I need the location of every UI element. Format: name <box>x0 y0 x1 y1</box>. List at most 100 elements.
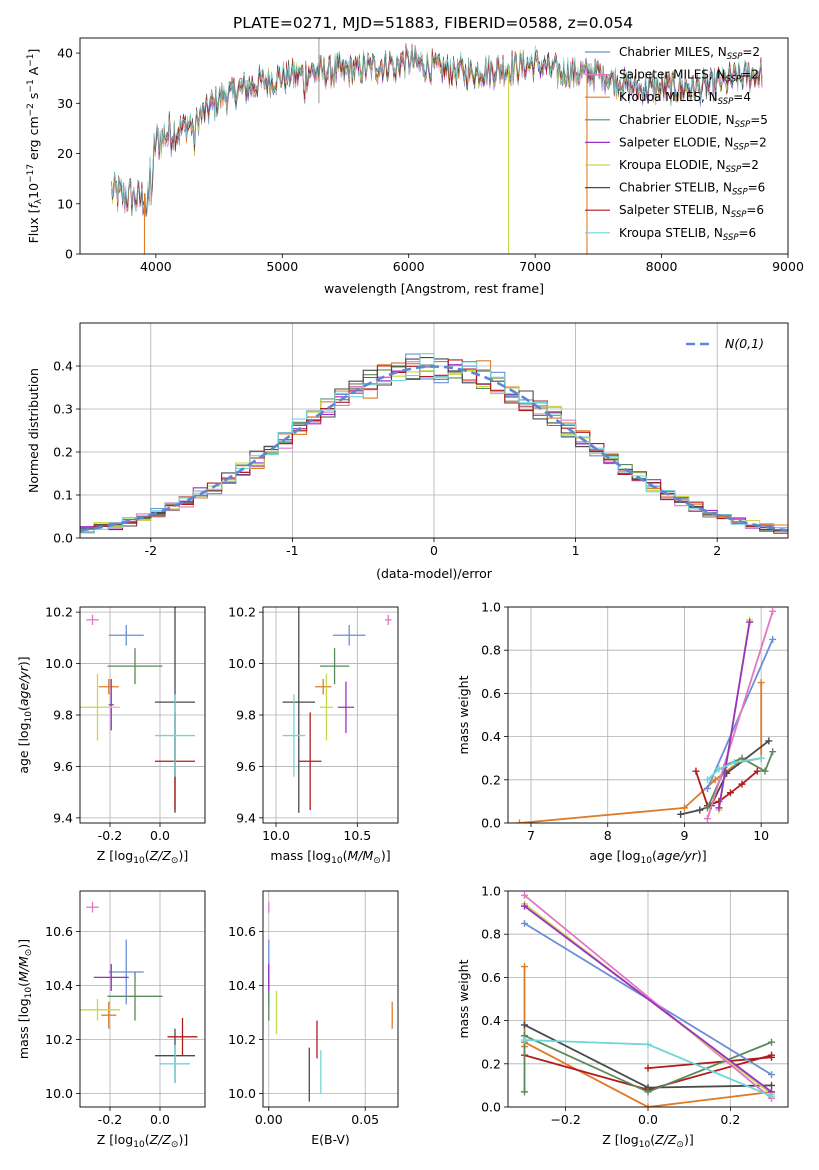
weight-point-marker <box>769 635 777 643</box>
x-tick-label: 8000 <box>646 259 678 274</box>
weight-point-marker <box>520 1021 528 1029</box>
errorbars <box>80 607 195 813</box>
legend: Chabrier MILES, NSSP=2 Salpeter MILES, NS… <box>585 45 768 243</box>
weight-series-line <box>519 682 763 823</box>
weight-point-marker <box>644 1103 652 1107</box>
weight-point-marker <box>768 1092 776 1100</box>
weight-point-marker <box>677 810 685 818</box>
weight-point-marker <box>692 767 700 775</box>
x-tick-label: 0 <box>430 543 438 558</box>
x-tick-label: 7 <box>527 828 535 843</box>
legend-entry: Salpeter STELIB, NSSP=6 <box>619 203 764 220</box>
weight-point-marker <box>715 804 723 812</box>
weight-point-marker <box>703 804 711 812</box>
x-tick-label: 10 <box>753 828 769 843</box>
weight-point-marker <box>769 607 777 615</box>
axes-frame <box>507 606 789 824</box>
x-axis-label: Z [log10(Z/Z⊙)] <box>602 1132 693 1150</box>
y-tick-label: 9.8 <box>53 708 73 723</box>
weight-point-marker <box>768 1081 776 1089</box>
y-tick-label: 10.2 <box>228 1032 256 1047</box>
x-tick-label: -2 <box>145 543 157 558</box>
y-tick-label: 10.0 <box>228 656 256 671</box>
x-axis-label: Z [log10(Z/Z⊙)] <box>97 848 188 866</box>
weight-point-marker <box>644 1064 652 1072</box>
y-tick-label: 10.2 <box>45 1032 73 1047</box>
y-tick-label: 40 <box>57 46 73 61</box>
y-tick-label: 0 <box>65 247 73 262</box>
weight-vs-age-panel: 7 8 9 10 0.0 0.2 0.4 0.6 0.8 1.0 mass weight age [l… <box>456 600 789 866</box>
weight-series-line <box>523 905 773 1093</box>
spectrum-panel: 4000 5000 6000 7000 8000 9000 0 10 20 30 40 wavelen… <box>26 37 804 296</box>
axes-frame <box>79 37 789 255</box>
y-tick-label: 9.4 <box>53 810 73 825</box>
y-axis-label: mass weight <box>456 675 471 754</box>
weight-point-marker <box>726 789 734 797</box>
spectrum-series-line <box>111 45 763 211</box>
spectrum-lines <box>111 38 763 254</box>
weight-series-line <box>524 1041 772 1107</box>
weight-point-marker <box>711 776 719 784</box>
errorbars <box>268 901 393 1102</box>
weight-point-marker <box>761 767 769 775</box>
weight-point-marker <box>520 891 528 899</box>
x-axis-label: age [log10(age/yr)] <box>589 848 706 866</box>
weight-vs-metallicity-panel: −0.2 0.0 0.2 0.0 0.2 0.4 0.6 0.8 1.0 mass weight Z… <box>456 884 789 1150</box>
legend-entry: Chabrier MILES, NSSP=2 <box>619 45 760 62</box>
x-tick-label: 1 <box>572 543 580 558</box>
weight-point-marker <box>703 815 711 823</box>
x-tick-label: 4000 <box>140 259 172 274</box>
y-tick-label: 10.0 <box>45 1086 73 1101</box>
y-axis-label: mass weight <box>456 959 471 1038</box>
age-vs-metallicity-panel: -0.2 0.0 9.4 9.6 9.8 10.0 10.2 Z [log10(Z/Z⊙)] a… <box>16 605 206 866</box>
y-tick-label: 10.4 <box>45 978 73 993</box>
weight-point-marker <box>738 780 746 788</box>
weight-point-marker <box>730 759 738 767</box>
x-tick-label: 0.0 <box>150 828 170 843</box>
x-axis-label: E(B-V) <box>311 1132 350 1147</box>
x-axis-label: mass [log10(M/M⊙)] <box>270 848 390 866</box>
axes-frame <box>79 606 206 824</box>
x-tick-label: 9000 <box>772 259 804 274</box>
legend-entry: N(0,1) <box>725 336 764 351</box>
weight-point-marker <box>768 1038 776 1046</box>
weight-point-marker <box>644 1088 652 1096</box>
mass-vs-metallicity-panel: -0.2 0.0 10.0 10.2 10.4 10.6 Z [log10(Z/Z⊙)] ma… <box>16 890 206 1150</box>
weight-lines <box>516 607 777 823</box>
x-tick-label: 8 <box>604 828 612 843</box>
y-tick-label: 0.4 <box>53 359 73 374</box>
x-axis-label: (data-model)/error <box>376 566 493 581</box>
weight-point-marker <box>520 902 528 910</box>
x-axis-label: Z [log10(Z/Z⊙)] <box>97 1132 188 1150</box>
y-tick-label: 0.1 <box>53 488 73 503</box>
y-tick-label: 1.0 <box>481 884 501 899</box>
y-axis-label: Normed distribution <box>26 368 41 493</box>
y-tick-label: 10.4 <box>228 978 256 993</box>
y-tick-label: 0.0 <box>481 1100 501 1115</box>
y-tick-label: 10.0 <box>228 1086 256 1101</box>
y-tick-label: 10.6 <box>228 924 256 939</box>
weight-point-marker <box>680 804 688 812</box>
x-tick-label: 0.05 <box>351 1112 379 1127</box>
legend-entry: Salpeter MILES, NSSP=2 <box>619 68 759 85</box>
weight-series-line <box>706 757 762 781</box>
y-tick-label: 0.8 <box>481 927 501 942</box>
errorbars <box>282 607 392 813</box>
x-tick-label: 2 <box>713 543 721 558</box>
axes-frame <box>79 890 206 1108</box>
x-tick-label: 0.0 <box>150 1112 170 1127</box>
y-tick-label: 0.0 <box>481 816 501 831</box>
x-tick-label: 10.0 <box>262 828 290 843</box>
y-tick-label: 0.3 <box>53 402 73 417</box>
weight-point-marker <box>696 806 704 814</box>
x-tick-label: 9 <box>680 828 688 843</box>
y-tick-label: 10 <box>57 196 73 211</box>
y-tick-label: 20 <box>57 146 73 161</box>
y-tick-label: 10.2 <box>228 605 256 620</box>
y-tick-label: 9.6 <box>236 759 256 774</box>
y-tick-label: 10.6 <box>45 924 73 939</box>
x-tick-label: 0.2 <box>720 1112 740 1127</box>
y-tick-label: 9.8 <box>236 708 256 723</box>
legend-entry: Chabrier STELIB, NSSP=6 <box>619 181 765 198</box>
weight-point-marker <box>520 1088 528 1096</box>
